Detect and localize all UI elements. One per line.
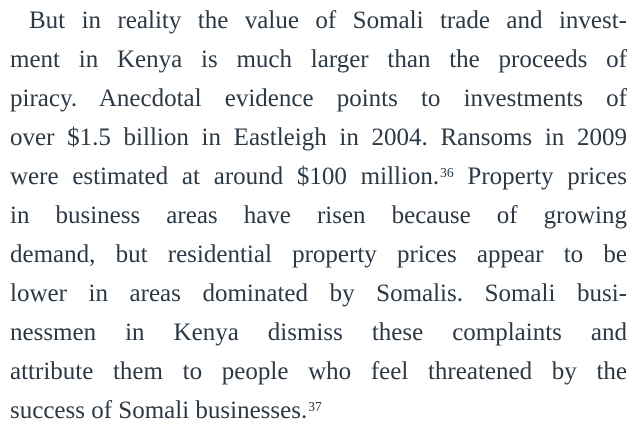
line-text: nessmen in Kenya dismiss these complaint… (10, 319, 627, 346)
text-line: demand, but residential property prices … (10, 235, 627, 274)
line-text: ment in Kenya is much larger than the pr… (10, 46, 627, 73)
text-line: over $1.5 billion in Eastleigh in 2004. … (10, 118, 627, 157)
line-text: attribute them to people who feel threat… (10, 358, 627, 385)
line-text: Property prices (453, 163, 627, 190)
text-line: success of Somali businesses.37 (10, 391, 627, 430)
line-text: success of Somali businesses. (10, 397, 308, 424)
text-line: attribute them to people who feel threat… (10, 352, 627, 391)
line-text: were estimated at around $100 million. (10, 163, 440, 190)
text-line: ment in Kenya is much larger than the pr… (10, 40, 627, 79)
footnote-ref-37: 37 (308, 398, 322, 414)
text-line: But in reality the value of Somali trade… (10, 1, 627, 40)
line-text: piracy. Anecdotal evidence points to inv… (10, 85, 627, 112)
text-line: in business areas have risen because of … (10, 196, 627, 235)
line-text: demand, but residential property prices … (10, 241, 627, 268)
text-line: piracy. Anecdotal evidence points to inv… (10, 79, 627, 118)
line-text: lower in areas dominated by Somalis. Som… (10, 280, 627, 307)
text-line: lower in areas dominated by Somalis. Som… (10, 274, 627, 313)
text-line: were estimated at around $100 million.36… (10, 157, 627, 196)
line-text: But in reality the value of Somali trade… (29, 7, 627, 34)
line-text: over $1.5 billion in Eastleigh in 2004. … (10, 124, 627, 151)
footnote-ref-36: 36 (440, 164, 454, 180)
line-text: in business areas have risen because of … (10, 202, 627, 229)
text-line: nessmen in Kenya dismiss these complaint… (10, 313, 627, 352)
